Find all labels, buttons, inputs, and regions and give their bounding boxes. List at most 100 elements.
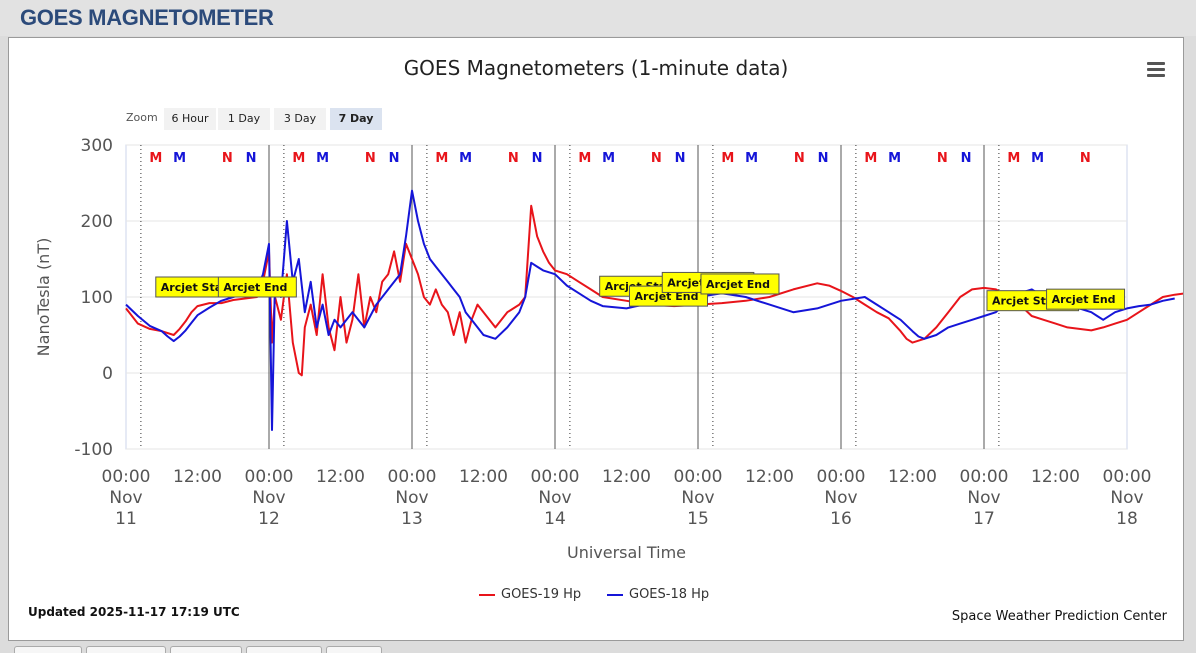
y-tick-label: 100 <box>81 288 113 308</box>
legend-item-goes-19[interactable]: GOES-19 Hp <box>479 587 581 602</box>
x-tick-label: 00:00 <box>531 467 580 487</box>
x-tick-label: Nov <box>538 488 571 508</box>
event-label: M <box>173 151 186 166</box>
zoom-label: Zoom <box>126 111 158 124</box>
page-title: GOES MAGNETOMETER <box>20 5 274 30</box>
annotation-label: Arcjet End <box>223 281 287 294</box>
x-tick-label: Nov <box>252 488 285 508</box>
event-label: N <box>937 151 948 166</box>
y-tick-label: 300 <box>81 136 113 156</box>
annotation-label: Arcjet End <box>1052 293 1116 306</box>
x-tick-label: 12:00 <box>316 467 365 487</box>
annotation-box <box>1046 288 1126 310</box>
x-tick-label: 00:00 <box>817 467 866 487</box>
x-tick-label: 12:00 <box>602 467 651 487</box>
tab[interactable] <box>86 646 166 653</box>
event-label: M <box>1031 151 1044 166</box>
updated-timestamp: Updated 2025-11-17 17:19 UTC <box>28 605 240 619</box>
annotation-box <box>217 276 297 298</box>
event-label: M <box>745 151 758 166</box>
x-tick-label: 00:00 <box>102 467 151 487</box>
event-label: N <box>675 151 686 166</box>
event-label: M <box>864 151 877 166</box>
annotation-label: Arcjet Start <box>992 295 1064 308</box>
x-tick-label: 17 <box>973 509 995 529</box>
tab[interactable] <box>246 646 322 653</box>
magnetometer-chart: GOES Magnetometers (1-minute data) -100 0 1… <box>34 56 1183 562</box>
x-tick-label: 14 <box>544 509 566 529</box>
x-tick-label: 18 <box>1116 509 1138 529</box>
x-tick-label: 12:00 <box>1031 467 1080 487</box>
credit-text: Space Weather Prediction Center <box>951 609 1167 624</box>
legend-label: GOES-18 Hp <box>629 587 710 602</box>
y-tick-label: 0 <box>102 364 113 384</box>
x-tick-label: Nov <box>1110 488 1143 508</box>
event-label: N <box>651 151 662 166</box>
y-axis-label: NanoTesla (nT) <box>34 238 53 357</box>
y-tick-label: -100 <box>74 440 113 460</box>
x-tick-label: 00:00 <box>674 467 723 487</box>
x-tick-label: 12:00 <box>459 467 508 487</box>
x-tick-label: 00:00 <box>245 467 294 487</box>
legend-label: GOES-19 Hp <box>501 587 582 602</box>
event-label: M <box>1007 151 1020 166</box>
tab[interactable] <box>14 646 82 653</box>
event-label: N <box>794 151 805 166</box>
legend-item-goes-18[interactable]: GOES-18 Hp <box>607 587 709 602</box>
annotation-label: Arcjet Start <box>161 281 233 294</box>
event-label: N <box>532 151 543 166</box>
event-label: M <box>721 151 734 166</box>
event-label: N <box>961 151 972 166</box>
event-label: N <box>222 151 233 166</box>
x-tick-label: 11 <box>115 509 137 529</box>
event-label: M <box>292 151 305 166</box>
zoom-3-day-button[interactable]: 3 Day <box>274 108 326 130</box>
page-header: GOES MAGNETOMETER <box>0 0 1196 36</box>
event-label: M <box>602 151 615 166</box>
event-label: N <box>246 151 257 166</box>
chart-panel: GOES Magnetometers (1-minute data) -100 0 1… <box>8 37 1184 641</box>
event-label: N <box>818 151 829 166</box>
zoom-7-day-button[interactable]: 7 Day <box>330 108 382 130</box>
x-tick-label: Nov <box>681 488 714 508</box>
x-tick-label: 12:00 <box>173 467 222 487</box>
x-tick-label: Nov <box>395 488 428 508</box>
annotation-label: Arcjet End <box>706 278 770 291</box>
event-label: M <box>578 151 591 166</box>
hamburger-menu-icon[interactable] <box>1147 62 1165 78</box>
annotation-box <box>700 273 780 295</box>
legend-swatch-red <box>479 593 495 596</box>
x-tick-label: 12 <box>258 509 280 529</box>
event-label: M <box>459 151 472 166</box>
x-tick-label: 00:00 <box>388 467 437 487</box>
x-tick-label: 13 <box>401 509 423 529</box>
event-label: N <box>508 151 519 166</box>
event-label: M <box>316 151 329 166</box>
x-tick-label: 00:00 <box>960 467 1009 487</box>
x-tick-label: Nov <box>967 488 1000 508</box>
event-label: N <box>1080 151 1091 166</box>
x-tick-label: Nov <box>109 488 142 508</box>
series-line-goes-19 <box>125 204 1183 377</box>
zoom-1-day-button[interactable]: 1 Day <box>218 108 270 130</box>
x-tick-label: 00:00 <box>1103 467 1152 487</box>
tab[interactable] <box>170 646 242 653</box>
event-label: N <box>389 151 400 166</box>
event-label: M <box>435 151 448 166</box>
series-line-goes-18 <box>125 189 1175 431</box>
legend-swatch-blue <box>607 593 623 596</box>
x-tick-label: 12:00 <box>745 467 794 487</box>
x-tick-label: 12:00 <box>888 467 937 487</box>
chart-title: GOES Magnetometers (1-minute data) <box>404 56 789 80</box>
event-label: M <box>888 151 901 166</box>
annotation-label: Arcjet End <box>634 290 698 303</box>
zoom-6-hour-button[interactable]: 6 Hour <box>164 108 216 130</box>
x-axis-label: Universal Time <box>567 543 686 562</box>
y-tick-label: 200 <box>81 212 113 232</box>
event-label: N <box>365 151 376 166</box>
x-tick-label: 15 <box>687 509 709 529</box>
tab[interactable] <box>326 646 382 653</box>
x-tick-label: 16 <box>830 509 852 529</box>
event-label: M <box>149 151 162 166</box>
x-tick-label: Nov <box>824 488 857 508</box>
